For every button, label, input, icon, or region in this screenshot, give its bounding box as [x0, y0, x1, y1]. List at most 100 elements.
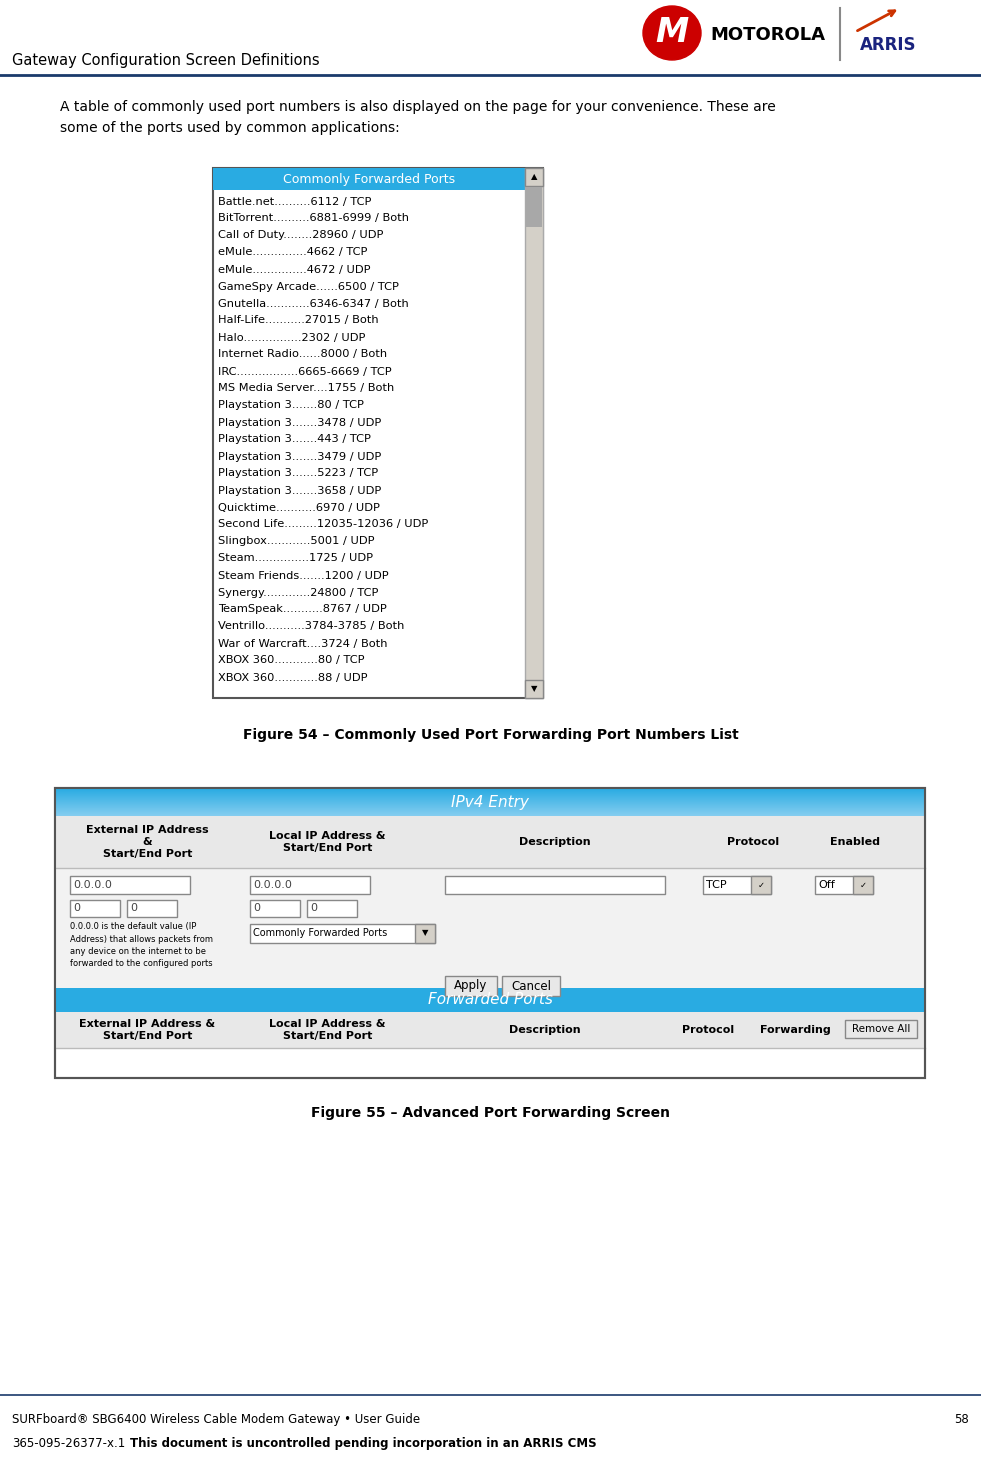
Text: Slingbox............5001 / UDP: Slingbox............5001 / UDP	[218, 536, 375, 546]
Text: MOTOROLA: MOTOROLA	[710, 26, 825, 44]
Text: Halo................2302 / UDP: Halo................2302 / UDP	[218, 332, 365, 343]
Text: Playstation 3.......80 / TCP: Playstation 3.......80 / TCP	[218, 401, 364, 410]
Text: Second Life.........12035-12036 / UDP: Second Life.........12035-12036 / UDP	[218, 520, 429, 530]
Text: 0: 0	[130, 903, 137, 914]
Text: Steam...............1725 / UDP: Steam...............1725 / UDP	[218, 553, 373, 564]
Text: Cancel: Cancel	[511, 979, 551, 993]
Text: Forwarding: Forwarding	[759, 1025, 830, 1035]
Text: Commonly Forwarded Ports: Commonly Forwarded Ports	[283, 173, 455, 186]
Text: BitTorrent..........6881-6999 / Both: BitTorrent..........6881-6999 / Both	[218, 214, 409, 224]
Text: Battle.net..........6112 / TCP: Battle.net..........6112 / TCP	[218, 196, 372, 206]
Text: SURFboard® SBG6400 Wireless Cable Modem Gateway • User Guide: SURFboard® SBG6400 Wireless Cable Modem …	[12, 1413, 420, 1426]
Text: 0.0.0.0 is the default value (IP
Address) that allows packets from
any device on: 0.0.0.0 is the default value (IP Address…	[70, 922, 213, 969]
Text: ✓: ✓	[859, 880, 866, 890]
Text: TCP: TCP	[706, 880, 727, 890]
Text: Steam Friends.......1200 / UDP: Steam Friends.......1200 / UDP	[218, 571, 388, 581]
Text: ▲: ▲	[531, 173, 538, 182]
Bar	[853, 875, 873, 895]
Text: M: M	[655, 16, 689, 50]
Text: Playstation 3.......3658 / UDP: Playstation 3.......3658 / UDP	[218, 486, 382, 495]
Text: XBOX 360............80 / TCP: XBOX 360............80 / TCP	[218, 656, 365, 666]
Text: Enabled: Enabled	[830, 837, 880, 848]
Bar	[815, 875, 873, 895]
Bar	[55, 988, 925, 1012]
Text: Quicktime...........6970 / UDP: Quicktime...........6970 / UDP	[218, 502, 380, 512]
Text: Playstation 3.......443 / TCP: Playstation 3.......443 / TCP	[218, 435, 371, 445]
Text: Protocol: Protocol	[682, 1025, 734, 1035]
Text: Ventrillo...........3784-3785 / Both: Ventrillo...........3784-3785 / Both	[218, 622, 404, 631]
Text: Playstation 3.......3478 / UDP: Playstation 3.......3478 / UDP	[218, 417, 382, 427]
Bar	[526, 187, 542, 227]
Bar	[213, 168, 525, 190]
Text: Playstation 3.......5223 / TCP: Playstation 3.......5223 / TCP	[218, 468, 378, 479]
Text: XBOX 360............88 / UDP: XBOX 360............88 / UDP	[218, 672, 368, 682]
Text: Gnutella............6346-6347 / Both: Gnutella............6346-6347 / Both	[218, 299, 409, 309]
Text: 365-095-26377-x.1: 365-095-26377-x.1	[12, 1438, 126, 1449]
Bar	[55, 788, 925, 1078]
Text: ✓: ✓	[757, 880, 764, 890]
Text: eMule...............4662 / TCP: eMule...............4662 / TCP	[218, 247, 367, 258]
Text: Gateway Configuration Screen Definitions: Gateway Configuration Screen Definitions	[12, 53, 320, 67]
Bar	[525, 168, 543, 698]
Text: Apply: Apply	[454, 979, 488, 993]
Text: External IP Address
&
Start/End Port: External IP Address & Start/End Port	[86, 824, 209, 859]
Text: Internet Radio......8000 / Both: Internet Radio......8000 / Both	[218, 350, 387, 360]
Text: Synergy.............24800 / TCP: Synergy.............24800 / TCP	[218, 587, 379, 597]
Text: 0: 0	[253, 903, 260, 914]
Text: Playstation 3.......3479 / UDP: Playstation 3.......3479 / UDP	[218, 451, 382, 461]
Text: Commonly Forwarded Ports: Commonly Forwarded Ports	[253, 928, 387, 938]
Bar	[703, 875, 771, 895]
Text: 0.0.0.0: 0.0.0.0	[73, 880, 112, 890]
Bar	[845, 1020, 917, 1038]
Text: Figure 54 – Commonly Used Port Forwarding Port Numbers List: Figure 54 – Commonly Used Port Forwardin…	[242, 728, 739, 742]
Bar	[751, 875, 771, 895]
Bar	[250, 900, 300, 916]
Text: Protocol: Protocol	[727, 837, 779, 848]
Text: Call of Duty........28960 / UDP: Call of Duty........28960 / UDP	[218, 230, 384, 240]
Bar	[307, 900, 357, 916]
Text: War of Warcraft....3724 / Both: War of Warcraft....3724 / Both	[218, 638, 387, 649]
Text: External IP Address &
Start/End Port: External IP Address & Start/End Port	[79, 1019, 216, 1041]
Text: Figure 55 – Advanced Port Forwarding Screen: Figure 55 – Advanced Port Forwarding Scr…	[311, 1105, 670, 1120]
Text: IRC.................6665-6669 / TCP: IRC.................6665-6669 / TCP	[218, 366, 391, 376]
Text: 0.0.0.0: 0.0.0.0	[253, 880, 292, 890]
Bar	[525, 168, 543, 186]
Text: ▼: ▼	[531, 685, 538, 694]
Bar	[55, 788, 925, 1078]
Text: ▼: ▼	[422, 928, 429, 937]
Text: Description: Description	[519, 837, 591, 848]
Bar	[55, 868, 925, 988]
Text: 0: 0	[73, 903, 80, 914]
Ellipse shape	[643, 6, 701, 60]
Text: This document is uncontrolled pending incorporation in an ARRIS CMS: This document is uncontrolled pending in…	[130, 1438, 596, 1449]
Text: Local IP Address &
Start/End Port: Local IP Address & Start/End Port	[269, 1019, 386, 1041]
Text: TeamSpeak...........8767 / UDP: TeamSpeak...........8767 / UDP	[218, 605, 387, 615]
Bar	[55, 1012, 925, 1048]
Bar	[70, 900, 120, 916]
Bar	[502, 976, 560, 996]
Text: Remove All: Remove All	[852, 1023, 910, 1034]
Text: Half-Life...........27015 / Both: Half-Life...........27015 / Both	[218, 316, 379, 325]
Bar	[55, 815, 925, 868]
Text: eMule...............4672 / UDP: eMule...............4672 / UDP	[218, 265, 371, 275]
Text: 58: 58	[955, 1413, 969, 1426]
Text: Local IP Address &
Start/End Port: Local IP Address & Start/End Port	[269, 830, 386, 854]
Bar	[415, 924, 435, 943]
Bar	[213, 168, 543, 698]
Bar	[250, 875, 370, 895]
Bar	[127, 900, 177, 916]
Bar	[445, 875, 665, 895]
Text: IPv4 Entry: IPv4 Entry	[451, 795, 529, 810]
Bar	[445, 976, 497, 996]
Bar	[70, 875, 190, 895]
Text: 0: 0	[310, 903, 317, 914]
Text: GameSpy Arcade......6500 / TCP: GameSpy Arcade......6500 / TCP	[218, 281, 399, 291]
Text: ARRIS: ARRIS	[860, 37, 916, 54]
Bar	[525, 679, 543, 698]
Text: Off: Off	[818, 880, 835, 890]
Text: MS Media Server....1755 / Both: MS Media Server....1755 / Both	[218, 384, 394, 394]
Text: Forwarded Ports: Forwarded Ports	[428, 993, 552, 1007]
Bar	[250, 924, 435, 943]
Text: Description: Description	[509, 1025, 581, 1035]
Text: A table of commonly used port numbers is also displayed on the page for your con: A table of commonly used port numbers is…	[60, 100, 776, 135]
